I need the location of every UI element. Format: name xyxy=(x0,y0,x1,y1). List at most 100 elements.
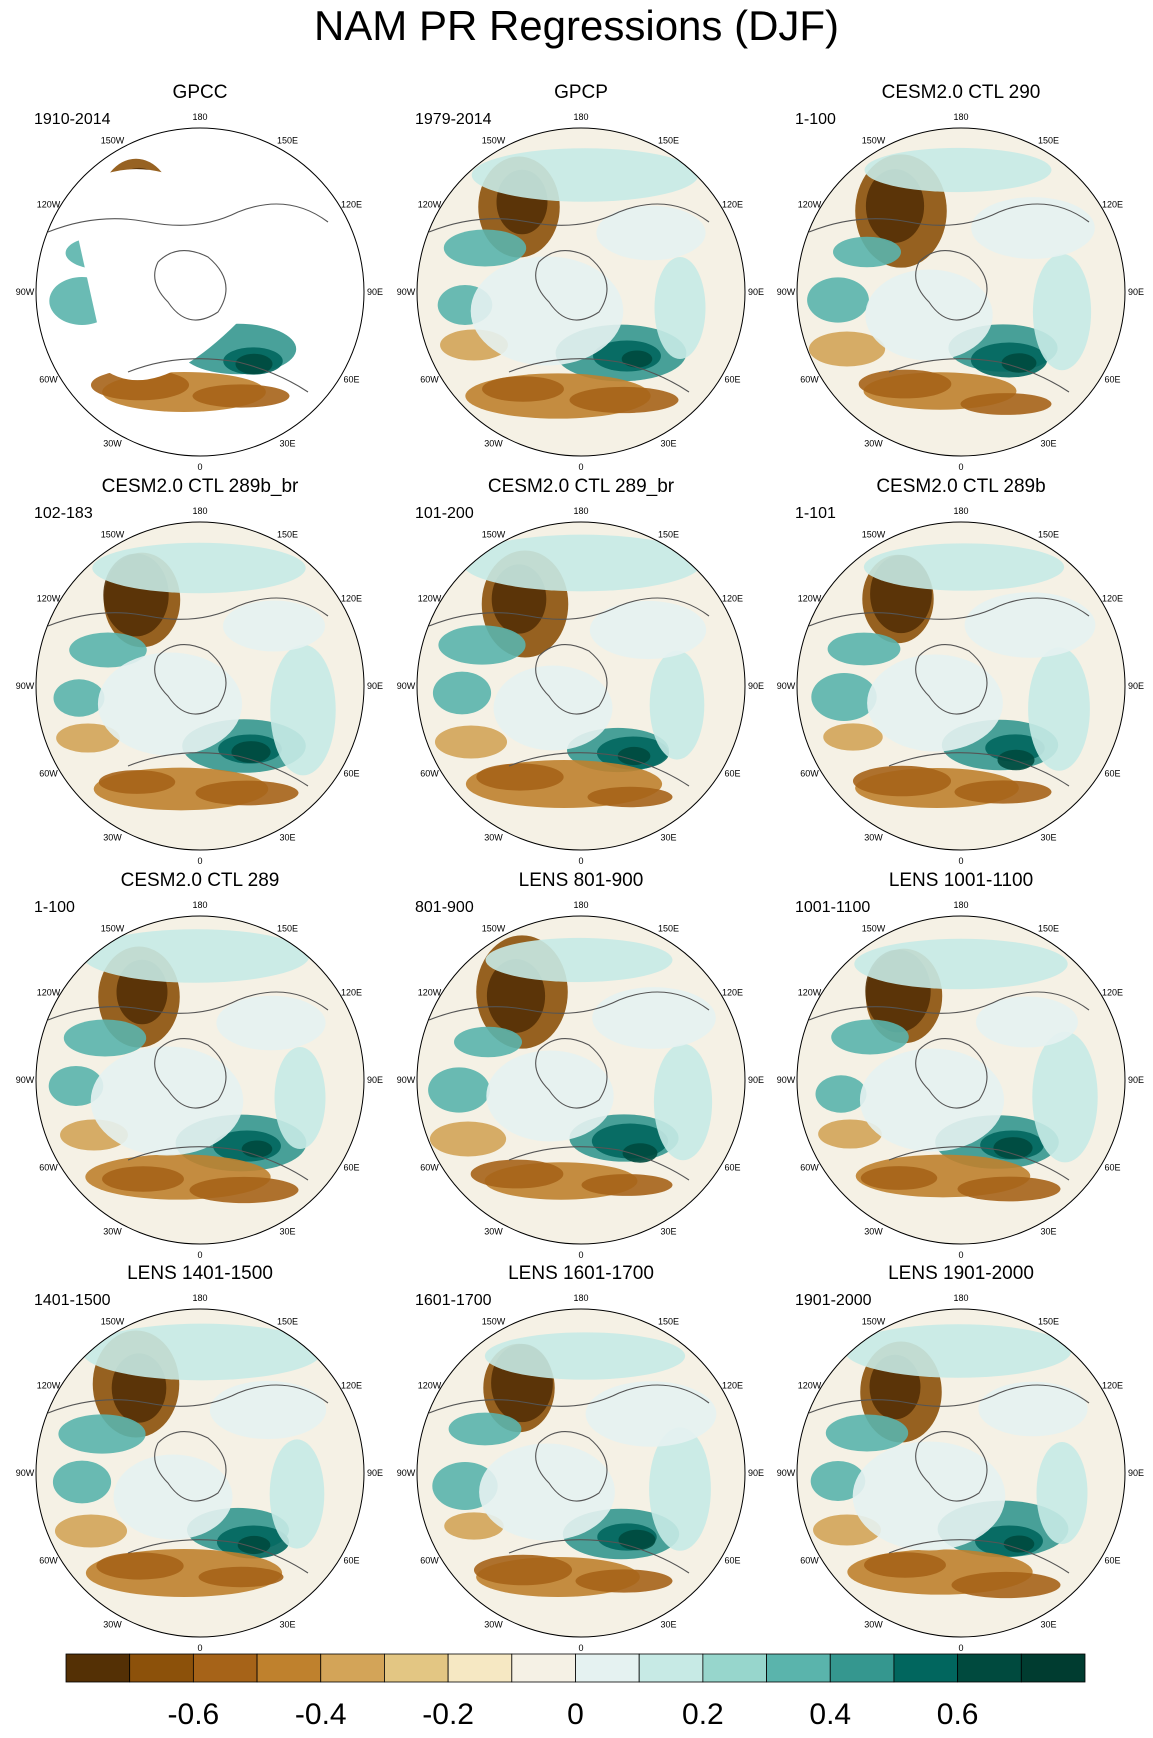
longitude-label: 30W xyxy=(103,1227,122,1237)
field-contour xyxy=(653,1043,713,1161)
colorbar-tick-label: 0 xyxy=(567,1698,584,1731)
longitude-label: 150E xyxy=(277,923,298,933)
field-contour xyxy=(52,1460,112,1504)
longitude-label: 150W xyxy=(482,529,506,539)
longitude-label: 60W xyxy=(420,1163,439,1173)
colorbar-tick-label: -0.6 xyxy=(168,1698,220,1731)
field-contour xyxy=(587,786,673,808)
field-contour xyxy=(1032,253,1092,371)
panel-title: CESM2.0 CTL 289b_br xyxy=(102,476,299,497)
longitude-label: 60W xyxy=(420,769,439,779)
longitude-label: 120W xyxy=(37,1381,61,1391)
longitude-label: 120E xyxy=(1102,1381,1123,1391)
coastline xyxy=(428,1384,710,1574)
map-panel: 180 150E 120E 90E 60E 30E 0 30W 60W 90W 120W 150W CE… xyxy=(389,466,773,866)
longitude-label: 60E xyxy=(725,1556,741,1566)
longitude-label: 120W xyxy=(37,594,61,604)
map-boundary xyxy=(35,915,365,1245)
longitude-label: 90W xyxy=(397,681,416,691)
colorbar-tick-label: 0.2 xyxy=(682,1698,724,1731)
field-contour xyxy=(575,1569,673,1593)
longitude-label: 60E xyxy=(344,1163,360,1173)
panel-period: 1-100 xyxy=(34,899,75,916)
field-contour xyxy=(216,995,326,1051)
longitude-label: 0 xyxy=(958,856,963,866)
field-contour xyxy=(476,763,564,791)
longitude-label: 90E xyxy=(367,681,383,691)
field-contour xyxy=(854,938,1068,990)
longitude-label: 180 xyxy=(192,900,207,910)
field-contour xyxy=(859,1048,1005,1152)
panel-title: LENS 1601-1700 xyxy=(508,1263,654,1284)
longitude-label: 60E xyxy=(725,375,741,385)
map-panel: 180 150E 120E 90E 60E 30E 0 30W 60W 90W 120W 150W CE… xyxy=(8,466,392,866)
longitude-label: 60W xyxy=(39,1163,58,1173)
longitude-label: 30W xyxy=(484,1227,503,1237)
field-contour xyxy=(493,665,613,751)
longitude-label: 150E xyxy=(1038,923,1059,933)
colorbar-swatch xyxy=(256,1653,322,1683)
longitude-label: 60E xyxy=(1105,375,1121,385)
longitude-label: 180 xyxy=(953,1293,968,1303)
longitude-label: 150E xyxy=(1038,1316,1059,1326)
map-panel: 180 150E 120E 90E 60E 30E 0 30W 60W 90W 120W 150W LE… xyxy=(389,1253,773,1653)
field-contour xyxy=(270,644,336,776)
longitude-label: 90W xyxy=(777,287,796,297)
field-contour xyxy=(815,1075,867,1113)
field-contour xyxy=(484,1332,686,1380)
field-contour xyxy=(596,205,706,261)
field-contour xyxy=(831,1019,909,1055)
longitude-label: 0 xyxy=(197,462,202,472)
longitude-label: 60W xyxy=(800,769,819,779)
longitude-label: 60W xyxy=(800,1163,819,1173)
colorbar-swatch xyxy=(575,1653,640,1683)
field-contour xyxy=(63,1019,147,1057)
longitude-label: 120E xyxy=(722,988,743,998)
panel-title: LENS 1401-1500 xyxy=(127,1263,273,1284)
longitude-label: 90W xyxy=(16,1075,35,1085)
field-contour xyxy=(195,780,299,806)
longitude-label: 120W xyxy=(798,1381,822,1391)
field-contour xyxy=(428,1067,490,1113)
field-contour xyxy=(269,1439,325,1549)
map-boundary xyxy=(416,127,746,457)
field-contour xyxy=(198,1566,284,1588)
field-contour xyxy=(443,229,527,267)
colorbar: -0.6 -0.4 -0.2 0 0.2 0.4 0.6 xyxy=(65,1653,1086,1731)
panel-period: 101-200 xyxy=(415,505,474,522)
panel-period: 1979-2014 xyxy=(415,111,492,128)
longitude-label: 30E xyxy=(660,1620,676,1630)
coastline xyxy=(47,1384,329,1574)
field-contour xyxy=(621,350,653,368)
field-contour xyxy=(569,386,679,414)
field-contour xyxy=(69,632,147,668)
map-boundary xyxy=(796,127,1126,457)
map-panel: 180 150E 120E 90E 60E 30E 0 30W 60W 90W 120W 150W CE… xyxy=(769,466,1153,866)
field-contour xyxy=(825,1414,909,1452)
coastline xyxy=(47,991,329,1181)
polar-map: 180 150E 120E 90E 60E 30E 0 30W 60W 90W 120W 150W LE… xyxy=(777,1263,1144,1653)
longitude-label: 90E xyxy=(367,287,383,297)
field-contour xyxy=(852,1441,1006,1551)
field-contour xyxy=(649,650,705,760)
longitude-label: 30W xyxy=(103,833,122,843)
coastline xyxy=(808,203,1090,393)
field-contour xyxy=(90,369,190,401)
colorbar-tick-label: 0.4 xyxy=(809,1698,851,1731)
field-contour xyxy=(1028,647,1090,771)
map-panel: 180 150E 120E 90E 60E 30E 0 30W 60W 90W 120W 150W LE… xyxy=(8,1253,392,1653)
longitude-label: 0 xyxy=(578,1643,583,1653)
longitude-label: 150E xyxy=(658,1316,679,1326)
longitude-label: 180 xyxy=(192,1293,207,1303)
field-contour xyxy=(860,1166,938,1190)
field-contour xyxy=(811,673,877,721)
map-panel: 180 150E 120E 90E 60E 30E 0 30W 60W 90W 120W 150W LE… xyxy=(389,860,773,1260)
longitude-label: 150E xyxy=(658,135,679,145)
longitude-label: 30W xyxy=(864,439,883,449)
panel-title: LENS 1901-2000 xyxy=(888,1263,1034,1284)
field-contour xyxy=(864,147,1052,193)
map-panel: 180 150E 120E 90E 60E 30E 0 30W 60W 90W 120W 150W GP… xyxy=(8,72,392,472)
colorbar-swatch xyxy=(893,1653,959,1683)
longitude-label: 120W xyxy=(418,594,442,604)
field-contour xyxy=(649,1427,711,1551)
